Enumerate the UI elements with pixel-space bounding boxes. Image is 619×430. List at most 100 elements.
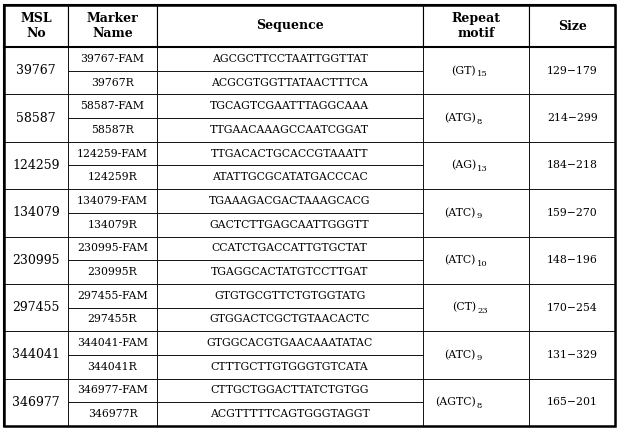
Bar <box>529 284 615 331</box>
Bar <box>68 5 157 47</box>
Text: 170−254: 170−254 <box>547 303 597 313</box>
Bar <box>68 331 157 355</box>
Text: 58587R: 58587R <box>91 125 134 135</box>
Bar <box>529 189 615 236</box>
Bar <box>4 379 68 426</box>
Bar <box>4 5 68 47</box>
Text: 58587-FAM: 58587-FAM <box>80 101 144 111</box>
Text: GTGTGCGTTCTGTGGTATG: GTGTGCGTTCTGTGGTATG <box>214 291 365 301</box>
Text: 230995R: 230995R <box>87 267 137 277</box>
Bar <box>157 379 423 402</box>
Text: 344041-FAM: 344041-FAM <box>77 338 148 348</box>
Text: 131−329: 131−329 <box>547 350 598 360</box>
Bar <box>529 237 615 284</box>
Text: 165−201: 165−201 <box>547 397 598 407</box>
Text: Repeat
motif: Repeat motif <box>451 12 501 40</box>
Text: Sequence: Sequence <box>256 19 324 33</box>
Text: 39767R: 39767R <box>91 77 134 88</box>
Bar <box>68 284 157 307</box>
Bar <box>423 379 529 426</box>
Text: (ATC): (ATC) <box>444 208 476 218</box>
Text: 346977: 346977 <box>12 396 60 409</box>
Text: 39767: 39767 <box>16 64 56 77</box>
Text: 184−218: 184−218 <box>547 160 598 170</box>
Bar <box>157 331 423 355</box>
Text: 13: 13 <box>477 165 488 173</box>
Bar <box>157 284 423 307</box>
Bar <box>423 94 529 142</box>
Text: ACGCGTGGTTATAACTTTCA: ACGCGTGGTTATAACTTTCA <box>211 77 368 88</box>
Bar <box>157 5 423 47</box>
Bar <box>68 402 157 426</box>
Text: TGCAGTCGAATTTAGGCAAA: TGCAGTCGAATTTAGGCAAA <box>210 101 369 111</box>
Bar <box>529 331 615 379</box>
Bar <box>4 331 68 379</box>
Bar <box>68 71 157 94</box>
Text: GTGGCACGTGAACAAATATAC: GTGGCACGTGAACAAATATAC <box>207 338 373 348</box>
Bar <box>68 237 157 260</box>
Text: 148−196: 148−196 <box>547 255 598 265</box>
Text: 23: 23 <box>477 307 488 315</box>
Text: TTGAACAAAGCCAATCGGAT: TTGAACAAAGCCAATCGGAT <box>210 125 369 135</box>
Bar <box>529 47 615 94</box>
Text: 15: 15 <box>477 70 488 78</box>
Text: 124259R: 124259R <box>87 172 137 182</box>
Text: Size: Size <box>558 19 587 33</box>
Bar <box>157 166 423 189</box>
Text: 297455R: 297455R <box>88 314 137 324</box>
Text: AGCGCTTCCTAATTGGTTAT: AGCGCTTCCTAATTGGTTAT <box>212 54 368 64</box>
Text: 10: 10 <box>477 260 488 268</box>
Text: 346977R: 346977R <box>88 409 137 419</box>
Bar <box>423 5 529 47</box>
Bar <box>529 379 615 426</box>
Text: 134079R: 134079R <box>87 220 137 230</box>
Bar <box>157 213 423 236</box>
Text: (AG): (AG) <box>451 160 476 171</box>
Bar <box>157 260 423 284</box>
Text: 230995-FAM: 230995-FAM <box>77 243 148 253</box>
Text: 129−179: 129−179 <box>547 66 597 76</box>
Bar <box>157 142 423 166</box>
Bar <box>4 47 68 94</box>
Bar <box>157 118 423 142</box>
Text: 134079: 134079 <box>12 206 60 219</box>
Text: 297455-FAM: 297455-FAM <box>77 291 148 301</box>
Bar <box>157 71 423 94</box>
Bar <box>157 307 423 331</box>
Text: 58587: 58587 <box>16 111 56 125</box>
Text: CCATCTGACCATTGTGCTAT: CCATCTGACCATTGTGCTAT <box>212 243 368 253</box>
Bar <box>157 402 423 426</box>
Text: 159−270: 159−270 <box>547 208 597 218</box>
Bar <box>68 213 157 236</box>
Bar <box>68 118 157 142</box>
Bar <box>68 47 157 71</box>
Text: 9: 9 <box>477 354 482 362</box>
Text: 230995: 230995 <box>12 254 60 267</box>
Text: 8: 8 <box>477 117 482 126</box>
Bar <box>68 94 157 118</box>
Bar <box>423 237 529 284</box>
Bar <box>423 47 529 94</box>
Text: CTTTGCTTGTGGGTGTCATA: CTTTGCTTGTGGGTGTCATA <box>210 362 368 372</box>
Bar <box>157 47 423 71</box>
Bar <box>4 284 68 331</box>
Text: 124259: 124259 <box>12 159 60 172</box>
Bar <box>68 189 157 213</box>
Bar <box>157 189 423 213</box>
Bar <box>68 307 157 331</box>
Bar <box>68 379 157 402</box>
Text: 344041R: 344041R <box>87 362 137 372</box>
Text: 39767-FAM: 39767-FAM <box>80 54 144 64</box>
Text: MSL
No: MSL No <box>20 12 52 40</box>
Text: (AGTC): (AGTC) <box>435 397 476 408</box>
Text: (CT): (CT) <box>452 302 476 313</box>
Bar <box>4 237 68 284</box>
Text: TGAGGCACTATGTCCTTGAT: TGAGGCACTATGTCCTTGAT <box>211 267 368 277</box>
Text: CTTGCTGGACTTATCTGTGG: CTTGCTGGACTTATCTGTGG <box>210 385 369 396</box>
Bar <box>423 189 529 236</box>
Text: Marker
Name: Marker Name <box>87 12 138 40</box>
Text: 346977-FAM: 346977-FAM <box>77 385 148 396</box>
Text: 8: 8 <box>477 402 482 410</box>
Bar <box>4 189 68 236</box>
Text: (ATG): (ATG) <box>444 113 476 123</box>
